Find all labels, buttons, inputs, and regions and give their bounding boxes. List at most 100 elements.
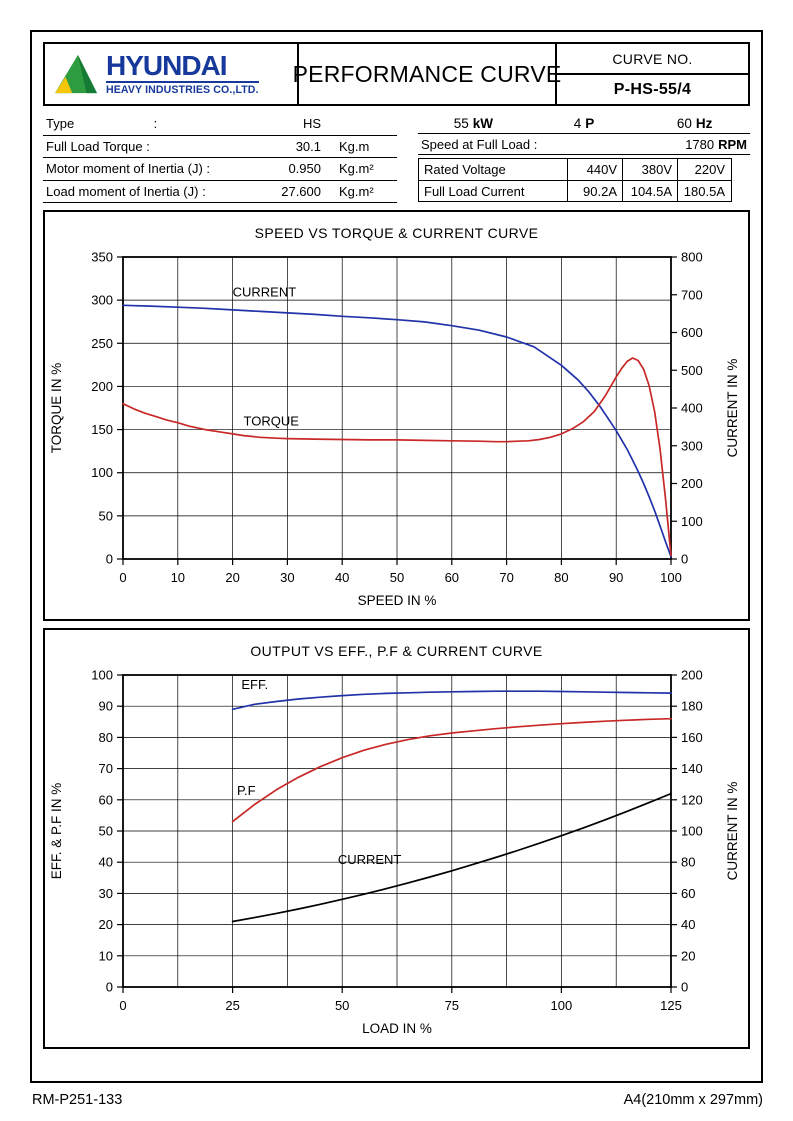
spec-row-torque: Full Load Torque : 30.1 Kg.m [43, 136, 397, 158]
output-eff-pf-current-chart-section: OUTPUT VS EFF., P.F & CURRENT CURVE 0 25 5… [43, 628, 750, 1049]
svg-text:SPEED IN %: SPEED IN % [358, 593, 437, 608]
speed-value: 1780 RPM [685, 136, 747, 152]
svg-text:100: 100 [91, 668, 113, 683]
current-380: 104.5A [622, 181, 677, 201]
svg-text:800: 800 [681, 250, 703, 265]
svg-text:30: 30 [280, 570, 294, 585]
svg-text:80: 80 [554, 570, 568, 585]
svg-text:100: 100 [551, 998, 573, 1013]
svg-text:EFF.: EFF. [241, 677, 268, 692]
svg-text:100: 100 [91, 465, 113, 480]
svg-text:400: 400 [681, 401, 703, 416]
voltage-current-table: Rated Voltage 440V 380V 220V Full Load C… [418, 158, 732, 202]
svg-text:100: 100 [681, 824, 703, 839]
svg-text:200: 200 [681, 476, 703, 491]
spec-value: 27.600 [281, 183, 321, 199]
svg-text:CURRENT IN %: CURRENT IN % [725, 359, 740, 458]
svg-text:CURRENT: CURRENT [233, 285, 297, 300]
speed-row: Speed at Full Load : 1780 RPM [418, 134, 750, 155]
curve-no-block: CURVE NO. P-HS-55/4 [555, 44, 748, 104]
row-label: Rated Voltage [424, 162, 506, 177]
chart-title-output-eff: OUTPUT VS EFF., P.F & CURRENT CURVE [250, 643, 543, 659]
svg-text:700: 700 [681, 287, 703, 302]
document-footer: RM-P251-133 A4(210mm x 297mm) [32, 1092, 763, 1108]
spec-unit: Kg.m² [339, 161, 374, 177]
speed-torque-current-chart-section: SPEED VS TORQUE & CURRENT CURVE 0 10 20 30 4… [43, 210, 750, 621]
voltage-380: 380V [622, 159, 677, 180]
table-row-current: Full Load Current 90.2A 104.5A 180.5A [419, 180, 731, 201]
logo-text: HYUNDAI HEAVY INDUSTRIES CO.,LTD. [106, 49, 259, 96]
paper-size: A4(210mm x 297mm) [623, 1092, 763, 1108]
svg-text:30: 30 [99, 886, 113, 901]
svg-text:100: 100 [660, 570, 682, 585]
svg-text:40: 40 [99, 855, 113, 870]
svg-text:40: 40 [681, 917, 695, 932]
svg-text:CURRENT: CURRENT [338, 852, 402, 867]
svg-text:120: 120 [681, 792, 703, 807]
spec-value: HS [302, 116, 321, 132]
spec-label: Full Load Torque : [46, 138, 150, 154]
svg-text:25: 25 [225, 998, 239, 1013]
output-eff-pf-current-chart: 0 25 50 75 100 125 0 10 20 30 40 50 60 70 80 90 100 0 20 40… [49, 668, 740, 1037]
svg-text:75: 75 [445, 998, 459, 1013]
voltage-440: 440V [567, 159, 622, 180]
svg-text:80: 80 [681, 855, 695, 870]
svg-text:150: 150 [91, 422, 113, 437]
svg-text:125: 125 [660, 998, 682, 1013]
svg-text:90: 90 [609, 570, 623, 585]
svg-text:60: 60 [445, 570, 459, 585]
spec-row-motor-inertia: Motor moment of Inertia (J) : 0.950 Kg.m… [43, 158, 397, 181]
svg-text:LOAD IN %: LOAD IN % [362, 1021, 432, 1036]
svg-text:0: 0 [106, 980, 113, 995]
spec-unit: Kg.m [339, 138, 370, 154]
current-220: 180.5A [677, 181, 730, 201]
spec-row-load-inertia: Load moment of Inertia (J) : 27.600 Kg.m… [43, 181, 397, 203]
svg-text:90: 90 [99, 699, 113, 714]
svg-text:300: 300 [681, 438, 703, 453]
current-440: 90.2A [567, 181, 622, 201]
svg-text:80: 80 [99, 730, 113, 745]
brand-subtitle: HEAVY INDUSTRIES CO.,LTD. [106, 81, 259, 96]
svg-text:P.F: P.F [237, 783, 256, 798]
svg-text:0: 0 [106, 552, 113, 567]
page-title: PERFORMANCE CURVE [293, 44, 561, 104]
svg-text:0: 0 [119, 998, 126, 1013]
spec-value: 30.1 [295, 138, 321, 154]
svg-text:60: 60 [681, 886, 695, 901]
spec-label: Type : [46, 116, 158, 132]
svg-text:TORQUE IN %: TORQUE IN % [49, 363, 64, 454]
svg-text:10: 10 [171, 570, 185, 585]
svg-text:200: 200 [681, 668, 703, 683]
document-number: RM-P251-133 [32, 1092, 123, 1108]
svg-text:160: 160 [681, 730, 703, 745]
svg-text:50: 50 [99, 508, 113, 523]
svg-text:250: 250 [91, 336, 113, 351]
brand-name: HYUNDAI [106, 49, 228, 81]
hyundai-logo: HYUNDAI HEAVY INDUSTRIES CO.,LTD. [45, 44, 297, 104]
hyundai-triangle-icon [55, 54, 97, 94]
frequency: 60 Hz [676, 115, 713, 131]
svg-text:600: 600 [681, 325, 703, 340]
svg-text:500: 500 [681, 363, 703, 378]
svg-text:0: 0 [681, 980, 688, 995]
spec-row-type: Type : HS [43, 113, 397, 136]
svg-text:70: 70 [99, 761, 113, 776]
svg-text:20: 20 [681, 948, 695, 963]
power-kw: 55 kW [453, 115, 493, 131]
svg-text:300: 300 [91, 293, 113, 308]
spec-label: Load moment of Inertia (J) : [46, 183, 206, 199]
svg-text:CURRENT IN %: CURRENT IN % [725, 782, 740, 881]
spec-tables: Type : HS Full Load Torque : 30.1 Kg.m M… [43, 113, 750, 203]
svg-text:70: 70 [499, 570, 513, 585]
svg-text:100: 100 [681, 514, 703, 529]
motor-spec-table: Type : HS Full Load Torque : 30.1 Kg.m M… [43, 113, 397, 203]
svg-text:EFF. & P.F IN %: EFF. & P.F IN % [49, 783, 64, 880]
curve-no-value: P-HS-55/4 [613, 80, 692, 98]
voltage-220: 220V [677, 159, 730, 180]
svg-text:TORQUE: TORQUE [244, 413, 300, 428]
svg-text:50: 50 [390, 570, 404, 585]
document-header: HYUNDAI HEAVY INDUSTRIES CO.,LTD. PERFOR… [43, 42, 750, 106]
